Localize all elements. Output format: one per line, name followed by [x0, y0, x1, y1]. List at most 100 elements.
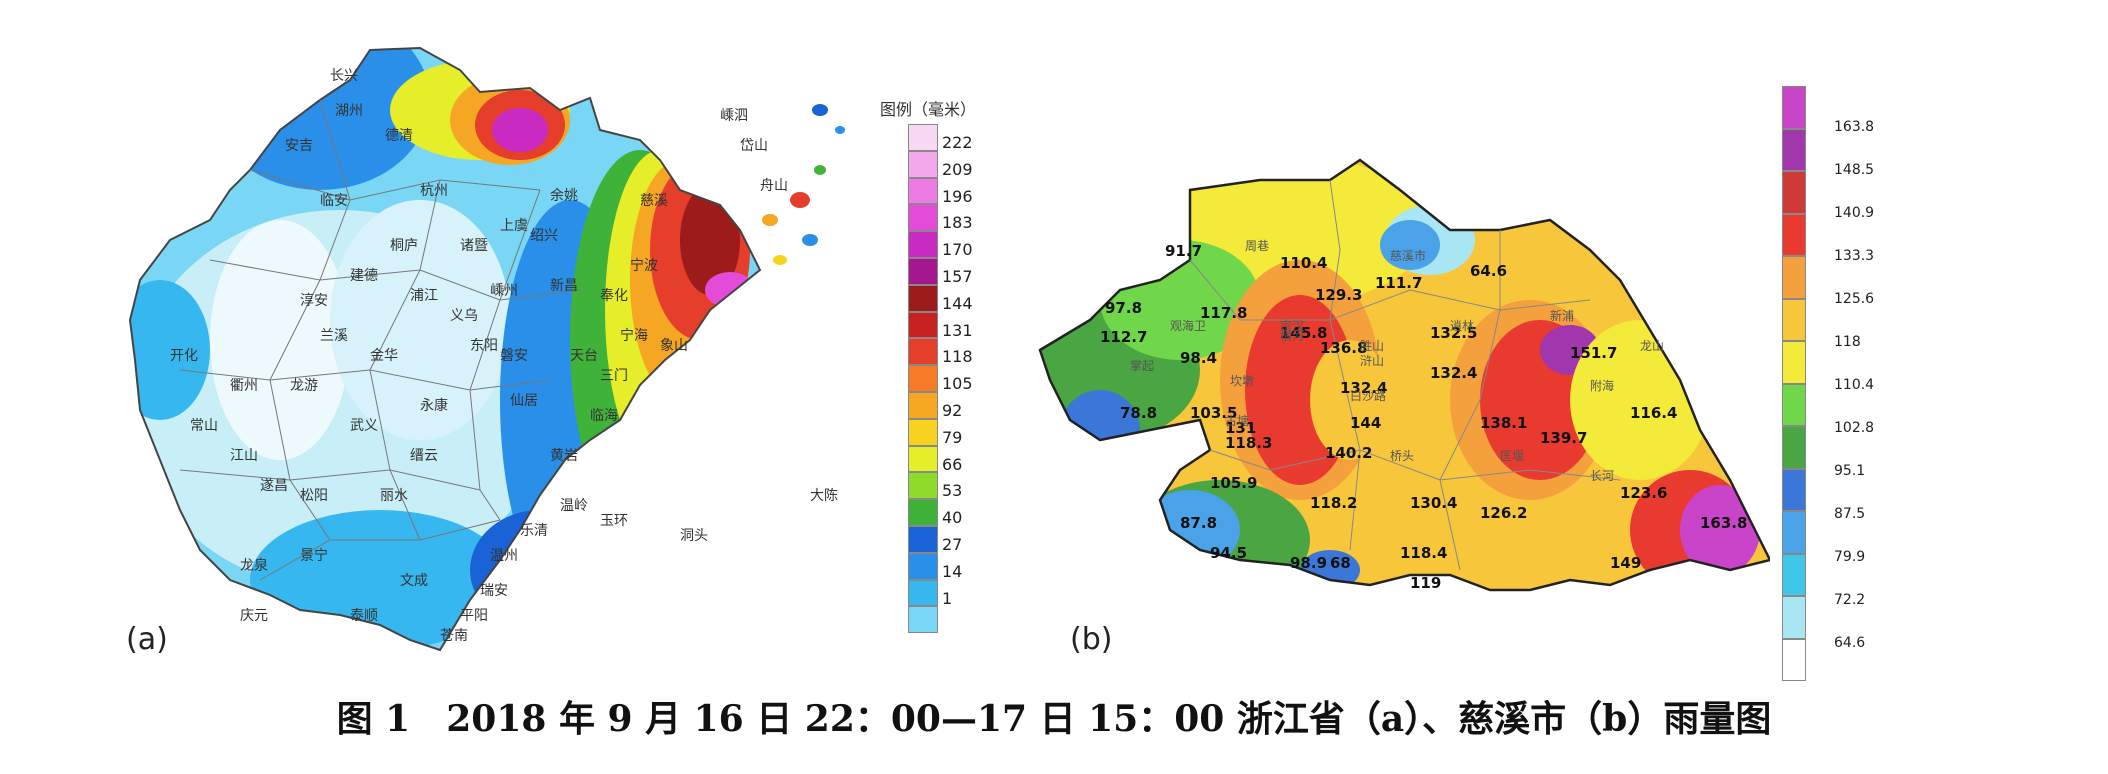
legend-a-swatch	[908, 579, 938, 607]
map-a-place-name: 天台	[570, 348, 598, 364]
legend-b-label: 133.3	[1834, 248, 1875, 264]
map-b-place-name: 周巷	[1245, 239, 1269, 253]
map-b-rainfall-value: 163.8	[1700, 514, 1747, 532]
map-a-place-name: 诸暨	[460, 238, 488, 254]
legend-a-swatch	[908, 606, 938, 634]
map-b-place-name: 观海卫	[1170, 318, 1206, 333]
map-a-place-name: 开化	[170, 348, 198, 364]
map-a-place-name: 安吉	[285, 138, 313, 154]
map-a-place-name: 武义	[350, 418, 378, 434]
map-a-place-name: 大陈	[810, 487, 838, 504]
legend-b-swatch	[1782, 383, 1806, 426]
map-a-place-name: 奉化	[600, 288, 628, 304]
map-b-rainfall-value: 110.4	[1280, 254, 1327, 272]
legend-a-swatch	[908, 231, 938, 258]
map-a-place-name: 庆元	[240, 608, 268, 624]
legend-a-swatch	[908, 472, 938, 500]
map-a-place-name: 黄岩	[550, 447, 578, 464]
map-b-rainfall-value: 68	[1330, 554, 1351, 572]
legend-b-label: 102.8	[1834, 420, 1875, 436]
map-b-rainfall-value: 112.7	[1100, 328, 1147, 346]
map-b-place-name: 宗汉	[1280, 318, 1304, 333]
legend-a-label: 53	[942, 481, 963, 501]
map-a-place-name: 宁海	[620, 327, 648, 344]
map-b-place-name: 坎墩	[1230, 374, 1254, 388]
map-a-place-name: 慈溪	[640, 193, 668, 209]
legend-b-label: 140.9	[1834, 205, 1875, 221]
map-b-rainfall-value: 87.8	[1180, 514, 1217, 532]
legend-a-label: 157	[942, 266, 973, 286]
map-a-place-name: 德清	[385, 128, 413, 144]
map-b-place-name: 掌起	[1130, 359, 1154, 373]
map-b-place-name: 横河	[1280, 329, 1304, 343]
map-b-rainfall-value: 123.6	[1620, 484, 1667, 502]
map-b-rainfall-value: 130.4	[1410, 494, 1457, 512]
panel-a-label: (a)	[126, 622, 168, 657]
map-a-place-name: 象山	[660, 338, 688, 354]
map-a-place-name: 龙游	[290, 378, 318, 394]
map-b-rainfall-value: 151.7	[1570, 344, 1617, 362]
legend-b-swatch	[1782, 426, 1806, 469]
map-a-place-name: 江山	[230, 448, 258, 464]
legend-a-swatch	[908, 338, 938, 366]
panel-b-label: (b)	[1070, 622, 1113, 657]
map-a-place-name: 遂昌	[260, 478, 288, 494]
legend-b-swatch	[1782, 638, 1806, 681]
map-b-rainfall-value: 132.5	[1430, 324, 1477, 342]
map-a-place-name: 平阳	[460, 608, 488, 624]
legend-b-swatch	[1782, 171, 1806, 214]
legend-a-label: 14	[942, 561, 963, 581]
legend-b-swatch	[1782, 341, 1806, 384]
map-a-place-name: 衢州	[230, 377, 258, 394]
map-a-place-name: 乐清	[520, 523, 548, 539]
legend-b-label: 125.6	[1834, 291, 1875, 307]
map-a-place-name: 东阳	[470, 338, 498, 354]
map-a-place-name: 长兴	[330, 68, 358, 84]
map-a-place-name: 金华	[370, 348, 398, 364]
map-a-place-name: 浦江	[410, 288, 438, 304]
legend-b-label: 72.2	[1834, 592, 1866, 608]
map-a-place-name: 常山	[190, 418, 218, 434]
legend-a-label: 40	[942, 508, 963, 528]
map-a-place-name: 临安	[320, 193, 348, 209]
map-b-rainfall-value: 118.3	[1225, 434, 1272, 452]
legend-a-swatch	[908, 445, 938, 473]
map-a-place-name: 丽水	[380, 488, 408, 504]
map-a-place-name: 嵊州	[490, 283, 518, 299]
legend-a-label: 66	[942, 454, 963, 474]
map-b-rainfall-value: 91.7	[1165, 242, 1202, 260]
map-b-place-name: 古塘	[1225, 413, 1249, 428]
map-a-place-name: 苍南	[440, 628, 468, 644]
map-b-rainfall-value: 118.4	[1400, 544, 1447, 562]
legend-a-colorbar	[908, 124, 938, 634]
map-a-place-name: 余姚	[550, 187, 578, 204]
map-a-place-name: 温州	[490, 548, 518, 564]
legend-a-swatch	[908, 257, 938, 285]
map-b-rainfall-value: 118.2	[1310, 494, 1357, 512]
map-a-place-name: 义乌	[450, 308, 478, 324]
map-a-place-name: 洞头	[680, 528, 708, 544]
legend-a-swatch	[908, 204, 938, 232]
legend-a-label: 1	[942, 588, 953, 608]
map-b-rainfall-value: 131	[1225, 419, 1256, 437]
map-a-place-name: 杭州	[420, 183, 448, 199]
legend-a-label: 144	[942, 293, 973, 313]
legend-b-label: 118	[1834, 334, 1861, 350]
map-b-rainfall-value: 132.4	[1340, 379, 1387, 397]
legend-a-label: 79	[942, 427, 963, 447]
map-b-rainfall-value: 144	[1350, 414, 1381, 432]
map-b-rainfall-value: 111.7	[1375, 274, 1422, 292]
legend-b-swatch	[1782, 213, 1806, 256]
map-b-rainfall-value: 116.4	[1630, 404, 1677, 422]
map-b-rainfall-value: 94.5	[1210, 544, 1247, 562]
legend-b-swatch	[1782, 298, 1806, 341]
legend-a-swatch	[908, 150, 938, 178]
legend-b-label: 148.5	[1834, 162, 1875, 178]
map-b-rainfall-value: 105.9	[1210, 474, 1257, 492]
map-a-place-name: 三门	[600, 368, 628, 384]
map-a-place-name: 松阳	[300, 488, 328, 504]
map-a-place-name: 玉环	[600, 513, 628, 529]
map-a-place-name: 温岭	[560, 498, 588, 514]
figure-caption: 图 1 2018 年 9 月 16 日 22：00—17 日 15：00 浙江省…	[336, 698, 1772, 740]
